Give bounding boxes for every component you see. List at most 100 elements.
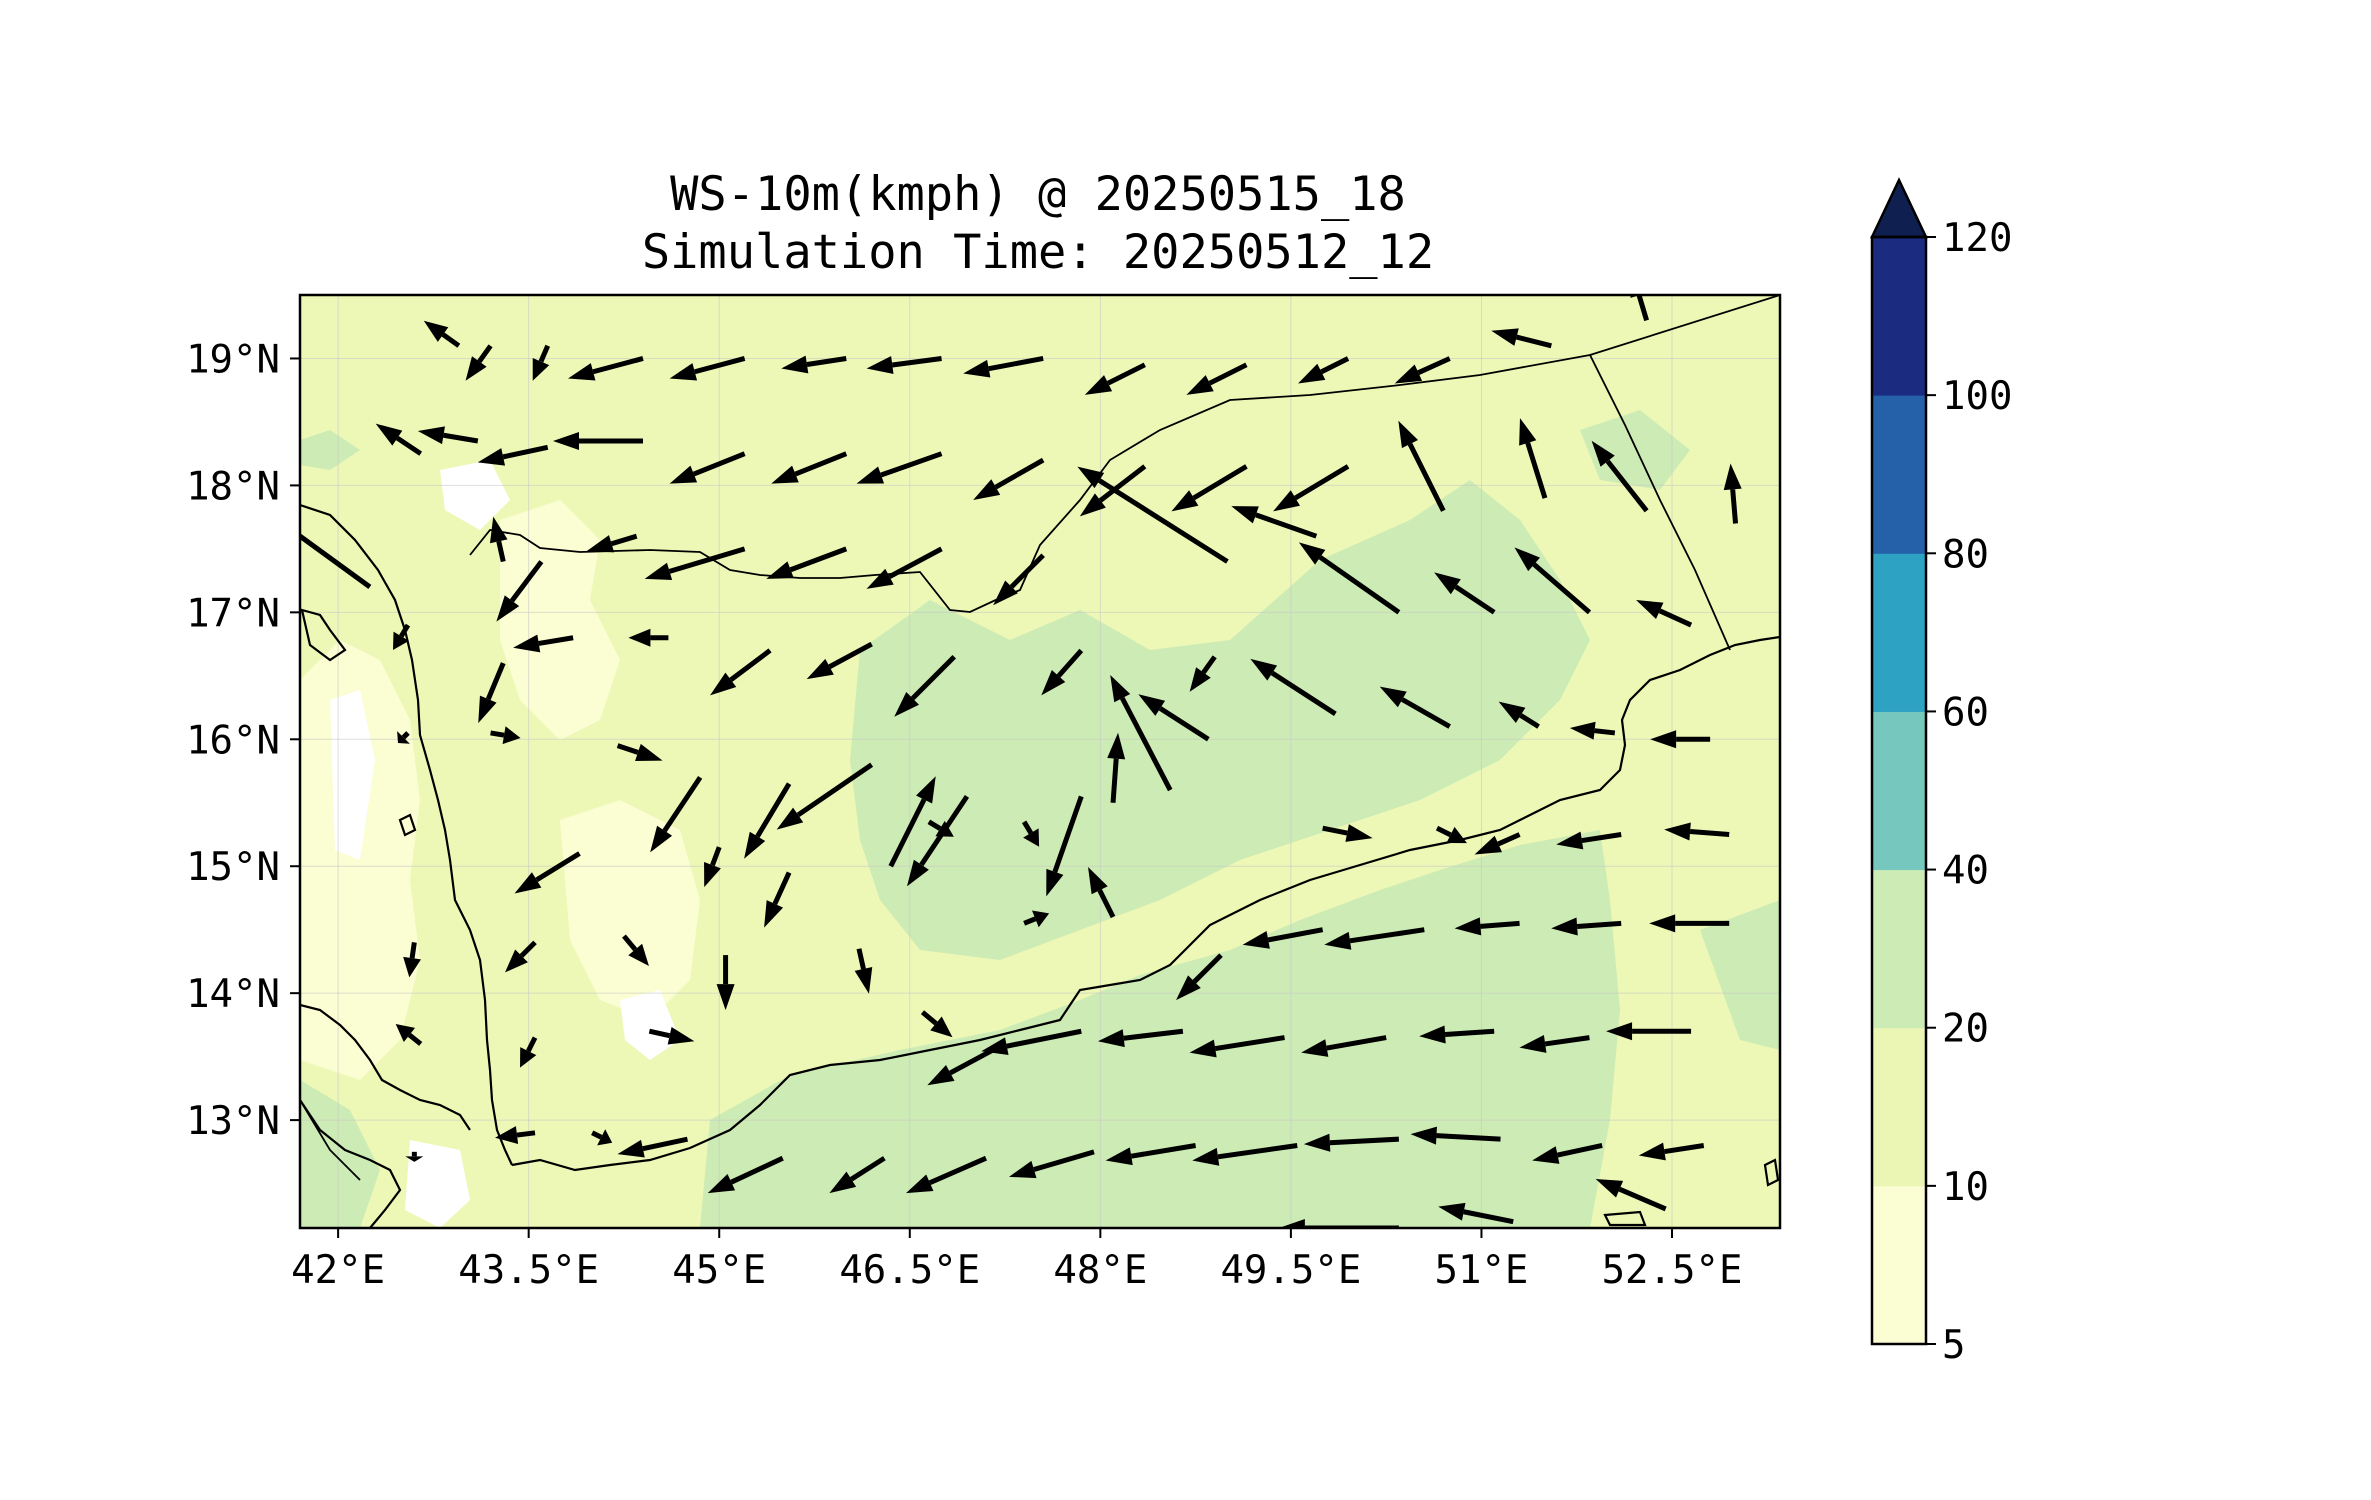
island-farasan — [300, 608, 347, 662]
wind-vector — [1192, 1143, 1298, 1166]
wind-vector — [568, 356, 644, 381]
colorbar-tick-label: 100 — [1942, 374, 2012, 419]
wind-vector — [710, 648, 772, 696]
colorbar-extend-arrow — [1870, 177, 1928, 239]
wind-vector — [616, 743, 663, 761]
y-tick-label: 19°N — [186, 337, 280, 382]
wind-vector — [405, 1151, 424, 1162]
wind-vector — [856, 451, 943, 484]
wind-vector — [513, 634, 574, 653]
wind-vector — [669, 356, 746, 381]
wind-vector — [1438, 1202, 1514, 1225]
colorbar-tick-label: 120 — [1942, 216, 2012, 261]
wind-vector — [806, 641, 873, 680]
wind-vector — [707, 1155, 784, 1194]
wind-vector — [829, 1156, 886, 1194]
wind-vector — [1110, 675, 1173, 792]
wind-vector — [927, 1048, 994, 1086]
wind-vector — [1186, 362, 1248, 395]
calm-patch-3 — [620, 990, 680, 1060]
wind-vector — [1664, 822, 1730, 841]
colorbar-tick-label: 20 — [1942, 1007, 1989, 1052]
wind-vector — [423, 320, 461, 348]
colorbar-band — [1872, 1185, 1926, 1345]
wind-vector — [1569, 721, 1616, 740]
speed-zone-east — [1700, 900, 1780, 1050]
x-tick-label: 45°E — [672, 1248, 766, 1293]
wind-vector — [520, 1036, 538, 1068]
wind-vector — [1636, 600, 1693, 628]
wind-vector — [854, 948, 873, 994]
wind-vector — [1231, 506, 1318, 539]
wind-vector — [300, 533, 372, 589]
x-tick-label: 46.5°E — [839, 1248, 980, 1293]
wind-vector — [1138, 694, 1210, 742]
y-axis: 19°N 18°N 17°N 16°N 15°N 14°N 13°N — [186, 337, 300, 1144]
wind-vector — [1650, 730, 1711, 749]
wind-vector — [375, 423, 423, 456]
low-speed-zone-upland — [500, 500, 620, 740]
map-panel — [298, 293, 1782, 1230]
wind-vector — [1379, 686, 1451, 729]
wind-vector — [1176, 953, 1223, 1001]
colorbar-bands — [1872, 237, 1926, 1345]
wind-vector — [1008, 1149, 1095, 1179]
wind-vector — [617, 1136, 688, 1158]
wind-vector — [553, 431, 644, 450]
wind-vector — [478, 662, 506, 724]
x-tick-label: 51°E — [1434, 1248, 1528, 1293]
wind-vector — [1532, 1143, 1603, 1164]
wind-vector — [1491, 328, 1552, 349]
wind-vector — [776, 762, 874, 830]
colorbar-tick-label: 80 — [1942, 532, 1989, 577]
wind-vector — [1097, 1028, 1184, 1048]
wind-vector — [963, 356, 1044, 378]
wind-vector — [514, 851, 581, 894]
wind-vector — [1723, 463, 1742, 524]
wind-vector — [927, 819, 954, 837]
wind-vector — [1088, 867, 1116, 919]
wind-vector — [586, 533, 638, 553]
wind-vector — [744, 782, 792, 859]
colorbar-tick-label: 40 — [1942, 849, 1989, 894]
wind-vector — [1021, 820, 1040, 847]
coastline-horn — [300, 1003, 471, 1131]
wind-vector — [1435, 825, 1467, 844]
y-tick-label: 15°N — [186, 845, 280, 890]
wind-vector — [764, 871, 792, 928]
x-tick-label: 48°E — [1053, 1248, 1147, 1293]
wind-vector — [1023, 910, 1050, 928]
y-tick-label: 17°N — [186, 591, 280, 636]
wind-vector — [1171, 464, 1248, 512]
calm-patch-2 — [330, 690, 375, 860]
border-eritrea-ethiopia — [300, 1099, 361, 1181]
low-speed-zone-highland — [560, 800, 700, 1020]
wind-vector — [1298, 542, 1401, 615]
coastline-africa — [300, 1099, 402, 1228]
wind-vector — [1474, 832, 1521, 855]
wind-vector — [1077, 466, 1229, 564]
wind-vector — [1324, 927, 1425, 950]
y-tick-label: 16°N — [186, 718, 280, 763]
wind-vector — [716, 955, 735, 1011]
wind-vector — [781, 355, 847, 374]
wind-vector — [1454, 917, 1520, 936]
x-tick-label: 49.5°E — [1220, 1248, 1361, 1293]
wind-vector — [1273, 464, 1350, 512]
wind-vectors — [300, 295, 1742, 1228]
wind-vector — [1242, 927, 1324, 949]
colorbar-tick-label: 5 — [1942, 1323, 1965, 1368]
wind-vector — [465, 344, 493, 381]
wind-vector — [1606, 1022, 1692, 1041]
wind-vector — [920, 1010, 953, 1038]
wind-vector — [1519, 1035, 1590, 1053]
y-tick-label: 13°N — [186, 1099, 280, 1144]
wind-vector — [1322, 824, 1373, 842]
wind-vector — [495, 1126, 536, 1144]
colorbar-band — [1872, 1027, 1926, 1187]
speed-zone-southern-sea — [700, 830, 1620, 1228]
wind-vector — [669, 451, 746, 484]
wind-vector — [1556, 831, 1622, 850]
wind-vector — [1105, 1143, 1197, 1166]
